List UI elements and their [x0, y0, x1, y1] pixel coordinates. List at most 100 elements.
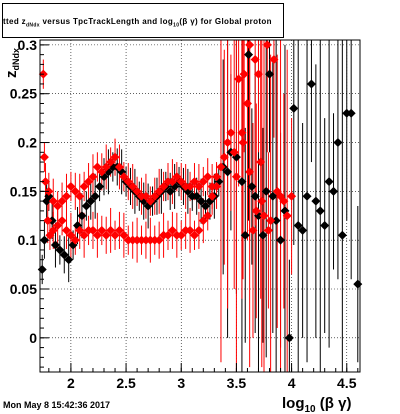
black-data-point [333, 138, 343, 148]
red-data-point [159, 181, 169, 191]
black-data-point [276, 235, 286, 245]
black-data-point [268, 191, 278, 201]
red-data-point [70, 235, 80, 245]
red-data-point [231, 172, 241, 182]
red-data-point [172, 172, 182, 182]
black-data-point [201, 201, 211, 211]
red-data-point [43, 216, 53, 226]
red-data-point [229, 147, 239, 157]
red-data-point [219, 152, 229, 162]
title-mid: versus TpcTrackLength and log [39, 17, 174, 26]
red-data-point [185, 181, 195, 191]
red-data-point [263, 225, 273, 235]
black-data-point [306, 79, 316, 89]
red-data-point [203, 172, 213, 182]
red-data-point [154, 186, 164, 196]
black-data-point [324, 177, 334, 187]
black-data-point [346, 108, 356, 118]
red-data-point [253, 69, 263, 79]
red-data-point [256, 157, 266, 167]
red-data-point [266, 216, 276, 226]
title-lead-subscript: dNdx [26, 22, 40, 29]
black-data-point [315, 206, 325, 216]
red-data-point [88, 225, 98, 235]
red-data-point [248, 225, 258, 235]
y-tick-label: 0.3 [18, 37, 38, 53]
red-data-point [119, 172, 129, 182]
red-data-point [39, 152, 49, 162]
red-data-point [123, 177, 133, 187]
red-data-point [185, 225, 195, 235]
chart-title: tted zdNdx versus TpcTrackLength and log… [3, 17, 272, 29]
red-data-point [262, 40, 272, 50]
red-data-point [176, 230, 186, 240]
red-data-point [154, 235, 164, 245]
red-data-point [176, 177, 186, 187]
y-tick-label: 0.05 [10, 281, 37, 297]
red-data-point [189, 230, 199, 240]
red-data-point [150, 191, 160, 201]
black-data-point [247, 181, 257, 191]
black-data-point [237, 177, 247, 187]
red-data-point [92, 162, 102, 172]
title-mid-subscript: 10 [173, 22, 180, 29]
black-data-point [196, 196, 206, 206]
black-data-point [81, 201, 91, 211]
red-data-point [75, 225, 85, 235]
red-data-point [237, 128, 247, 138]
y-tick-label: 0 [29, 330, 37, 346]
red-data-point [234, 74, 244, 84]
black-data-point [55, 245, 65, 255]
x-tick-label: 3.5 [227, 375, 247, 391]
red-data-point [48, 225, 58, 235]
red-data-point [167, 177, 177, 187]
black-data-point [77, 211, 87, 221]
red-data-point [223, 138, 233, 148]
red-data-point [101, 162, 111, 172]
black-data-point [44, 191, 54, 201]
x-tick-label: 4.5 [337, 375, 357, 391]
black-data-point [258, 230, 268, 240]
red-data-point [198, 177, 208, 187]
red-data-point [251, 206, 261, 216]
red-data-point [41, 177, 51, 187]
black-data-point [90, 191, 100, 201]
y-axis-title: zdNdx [3, 48, 21, 78]
black-data-point [289, 103, 299, 113]
red-data-point [101, 230, 111, 240]
red-data-point [66, 230, 76, 240]
red-data-point [226, 128, 236, 138]
title-lead: tted z [3, 17, 26, 26]
red-data-point [203, 211, 213, 221]
y-tick-label: 0.25 [10, 86, 37, 102]
black-data-point [271, 216, 281, 226]
black-data-point [265, 69, 275, 79]
chart-title-box: tted zdNdx versus TpcTrackLength and log… [2, 3, 284, 38]
black-data-point [329, 186, 339, 196]
red-data-point [257, 196, 267, 206]
red-data-point [92, 230, 102, 240]
red-data-point [194, 225, 204, 235]
red-data-point [198, 216, 208, 226]
red-data-point [66, 181, 76, 191]
black-data-point [223, 167, 233, 177]
red-data-point [70, 186, 80, 196]
y-tick-label: 0.1 [18, 232, 38, 248]
axis-ticks [40, 44, 359, 372]
black-data-point [284, 333, 294, 343]
black-data-point [192, 191, 202, 201]
x-axis-title: log10 (β γ) [282, 395, 351, 414]
red-data-point [194, 181, 204, 191]
red-data-point [97, 167, 107, 177]
red-data-point [167, 225, 177, 235]
red-data-point [242, 98, 252, 108]
plot-frame [39, 39, 361, 373]
black-data-point [298, 225, 308, 235]
red-data-point [88, 172, 98, 182]
red-data-point [119, 230, 129, 240]
red-data-point [84, 177, 94, 187]
red-data-point [106, 157, 116, 167]
red-data-point [48, 196, 58, 206]
black-data-point [244, 50, 254, 60]
